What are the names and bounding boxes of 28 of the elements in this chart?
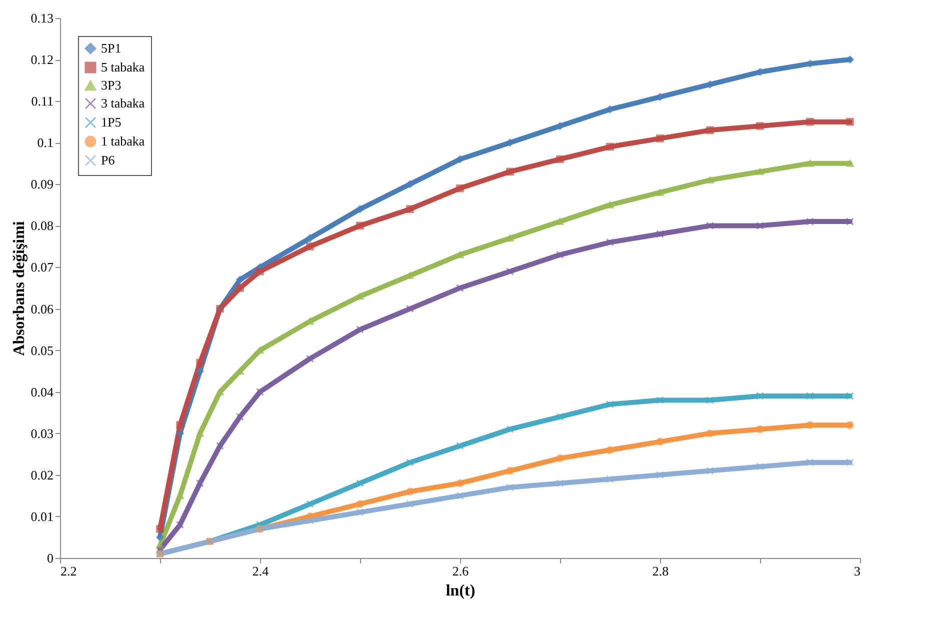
legend-label: P6 xyxy=(101,152,116,168)
y-tick-label: 0.07 xyxy=(30,260,54,275)
legend-label: 1P5 xyxy=(101,114,122,130)
x-axis-title: ln(t) xyxy=(446,582,476,600)
y-tick-label: 0.05 xyxy=(30,342,54,358)
legend-label: 1 tabaka xyxy=(101,134,145,148)
y-tick-label: 0.12 xyxy=(30,52,54,68)
y-tick-label: 0.03 xyxy=(30,426,54,441)
y-tick-label: 0.01 xyxy=(30,508,54,524)
y-tick-label: 0.1 xyxy=(37,135,54,150)
legend-label: 3P3 xyxy=(101,78,122,92)
legend-label: 3 tabaka xyxy=(101,96,145,110)
x-tick-label: 2.6 xyxy=(452,564,470,578)
y-tick-label: 0.11 xyxy=(31,94,54,109)
y-tick-label: 0.09 xyxy=(30,176,54,192)
x-tick-label: 3 xyxy=(854,564,860,578)
y-tick-label: 0.02 xyxy=(30,467,54,482)
y-tick-label: 0.08 xyxy=(30,218,54,234)
legend-label: 5P1 xyxy=(101,40,122,56)
x-tick-label: 2.2 xyxy=(60,564,77,578)
y-axis-title: Absorbans değişimi xyxy=(10,220,28,356)
y-tick-label: 0.04 xyxy=(30,384,54,400)
legend-label: 5 tabaka xyxy=(101,60,145,74)
y-tick-label: 0.06 xyxy=(30,301,54,316)
x-tick-label: 2.8 xyxy=(652,564,669,578)
y-tick-label: 0.13 xyxy=(30,10,54,26)
x-tick-label: 2.4 xyxy=(252,564,270,578)
y-tick-label: 0 xyxy=(47,550,54,566)
